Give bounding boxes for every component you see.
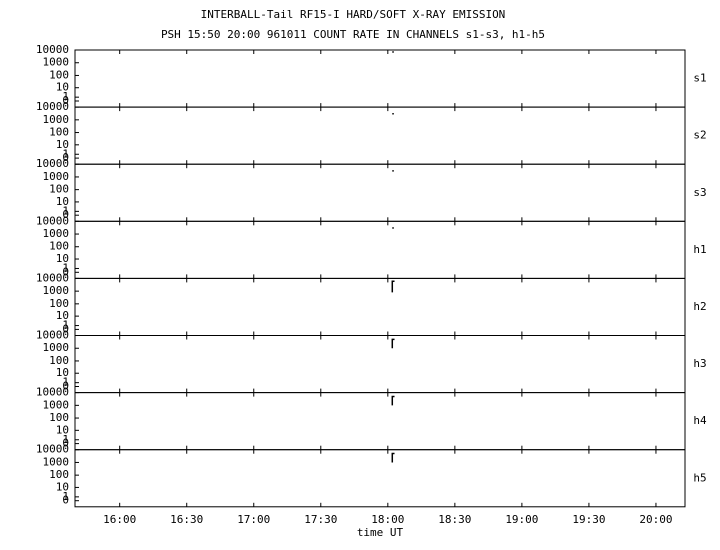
y-tick-label: 100 — [49, 411, 69, 424]
y-tick-label: 1 — [62, 147, 69, 160]
y-tick-label: 1 — [62, 204, 69, 217]
x-axis-label: time UT — [357, 526, 404, 539]
y-tick-label: 0 — [62, 437, 69, 450]
y-tick-label: 1000 — [43, 170, 70, 183]
x-tick-label: 16:30 — [170, 513, 203, 526]
y-tick-label: 0 — [62, 208, 69, 221]
series-line — [391, 280, 395, 293]
y-tick-label: 10 — [56, 423, 69, 436]
y-tick-label: 1 — [62, 90, 69, 103]
y-tick-label: 10000 — [36, 443, 69, 456]
x-tick-label: 17:00 — [237, 513, 270, 526]
series-label: s1 — [693, 72, 706, 85]
x-tick-label: 19:00 — [505, 513, 538, 526]
y-tick-label: 1000 — [43, 284, 70, 297]
series-label: h2 — [693, 300, 706, 313]
y-tick-label: 1000 — [43, 227, 70, 240]
y-tick-label: 1000 — [43, 398, 70, 411]
y-tick-label: 1 — [62, 319, 69, 332]
y-tick-label: 10 — [56, 81, 69, 94]
series-label: s2 — [693, 129, 706, 142]
y-tick-label: 0 — [62, 380, 69, 393]
y-tick-label: 1000 — [43, 113, 70, 126]
y-tick-label: 10 — [56, 138, 69, 151]
x-tick-label: 16:00 — [103, 513, 136, 526]
panel-frame — [74, 220, 686, 279]
x-tick-label: 18:00 — [371, 513, 404, 526]
y-tick-label: 1000 — [43, 455, 70, 468]
series-label: h4 — [693, 414, 707, 427]
series-label: s3 — [693, 186, 706, 199]
series-line — [391, 338, 395, 349]
y-tick-label: 0 — [62, 94, 69, 107]
panel-frame — [74, 449, 686, 508]
y-tick-label: 100 — [49, 354, 69, 367]
y-tick-label: 10000 — [36, 43, 69, 56]
y-tick-label: 100 — [49, 126, 69, 139]
y-tick-label: 1000 — [43, 341, 70, 354]
y-tick-label: 10 — [56, 252, 69, 265]
y-tick-label: 100 — [49, 297, 69, 310]
panel-frame — [74, 163, 686, 222]
series-label: h1 — [693, 243, 706, 256]
y-tick-label: 1 — [62, 433, 69, 446]
panel-frame — [74, 49, 686, 108]
y-tick-label: 10000 — [36, 386, 69, 399]
series-line — [391, 452, 395, 463]
y-tick-label: 1 — [62, 490, 69, 503]
y-tick-label: 10 — [56, 480, 69, 493]
y-tick-label: 10000 — [36, 329, 69, 342]
panel-frame — [74, 335, 686, 394]
y-tick-label: 1000 — [43, 56, 70, 69]
chart-title: INTERBALL-Tail RF15-I HARD/SOFT X-RAY EM… — [201, 8, 506, 21]
y-tick-label: 100 — [49, 183, 69, 196]
panel-frame — [74, 106, 686, 165]
y-tick-label: 10000 — [36, 157, 69, 170]
panel-frame — [74, 277, 686, 336]
y-tick-label: 100 — [49, 68, 69, 81]
y-tick-label: 100 — [49, 468, 69, 481]
x-tick-label: 18:30 — [438, 513, 471, 526]
x-tick-label: 17:30 — [304, 513, 337, 526]
panel-frame — [74, 392, 686, 451]
y-tick-label: 10000 — [36, 271, 69, 284]
y-tick-label: 1 — [62, 261, 69, 274]
series-label: h3 — [693, 357, 706, 370]
y-tick-label: 10 — [56, 195, 69, 208]
y-tick-label: 100 — [49, 240, 69, 253]
x-tick-label: 19:30 — [572, 513, 605, 526]
y-tick-label: 1 — [62, 376, 69, 389]
y-tick-label: 0 — [62, 151, 69, 164]
y-tick-label: 10 — [56, 366, 69, 379]
y-tick-label: 0 — [62, 322, 69, 335]
y-tick-label: 10000 — [36, 214, 69, 227]
y-tick-label: 10000 — [36, 100, 69, 113]
y-tick-label: 0 — [62, 494, 69, 507]
x-tick-label: 20:00 — [639, 513, 672, 526]
y-tick-label: 0 — [62, 265, 69, 278]
series-label: h5 — [693, 471, 706, 484]
chart-subtitle: PSH 15:50 20:00 961011 COUNT RATE IN CHA… — [161, 28, 545, 41]
y-tick-label: 10 — [56, 309, 69, 322]
series-line — [391, 395, 395, 406]
